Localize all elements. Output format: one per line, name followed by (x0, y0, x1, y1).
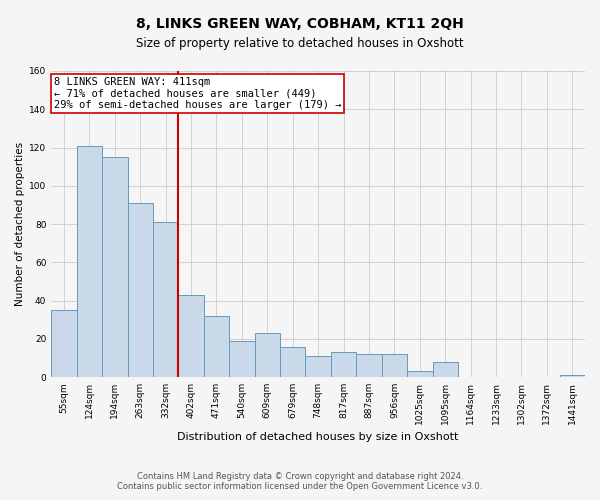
Bar (229, 341, 254, 377)
Text: 8 LINKS GREEN WAY: 411sqm
← 71% of detached houses are smaller (449)
29% of semi: 8 LINKS GREEN WAY: 411sqm ← 71% of detac… (54, 76, 341, 110)
X-axis label: Distribution of detached houses by size in Oxshott: Distribution of detached houses by size … (178, 432, 459, 442)
Bar (77, 146, 102, 377)
Bar (433, 362, 458, 377)
Bar (178, 295, 204, 377)
Bar (51, 310, 77, 377)
Bar (102, 157, 128, 377)
Bar (204, 316, 229, 377)
Y-axis label: Number of detached properties: Number of detached properties (15, 142, 25, 306)
Bar (305, 356, 331, 377)
Bar (280, 346, 305, 377)
Bar (331, 352, 356, 377)
Bar (356, 354, 382, 377)
Bar (560, 376, 585, 377)
Text: Size of property relative to detached houses in Oxshott: Size of property relative to detached ho… (136, 38, 464, 51)
Bar (407, 372, 433, 377)
Bar (382, 354, 407, 377)
Text: Contains HM Land Registry data © Crown copyright and database right 2024.: Contains HM Land Registry data © Crown c… (137, 472, 463, 481)
Text: Contains public sector information licensed under the Open Government Licence v3: Contains public sector information licen… (118, 482, 482, 491)
Bar (254, 333, 280, 377)
Text: 8, LINKS GREEN WAY, COBHAM, KT11 2QH: 8, LINKS GREEN WAY, COBHAM, KT11 2QH (136, 18, 464, 32)
Bar (128, 203, 153, 377)
Bar (153, 222, 178, 377)
